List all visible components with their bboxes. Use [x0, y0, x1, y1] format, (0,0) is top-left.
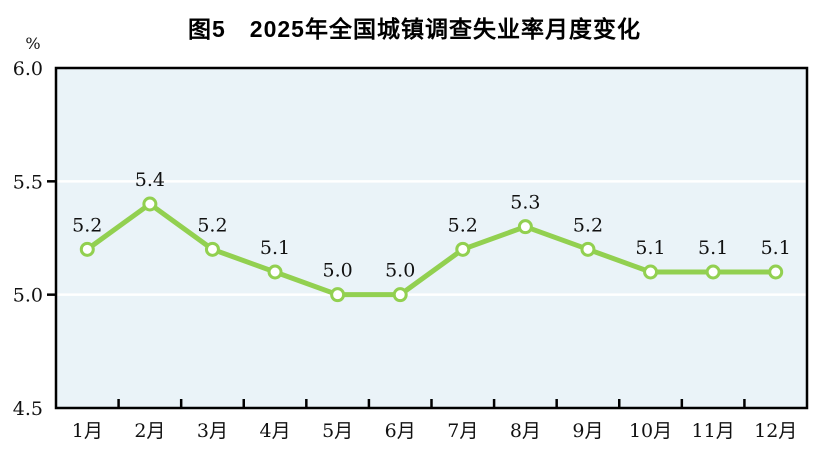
data-point-marker	[330, 287, 346, 303]
unemployment-rate-line	[84, 201, 779, 298]
x-tick-label: 7月	[447, 420, 478, 442]
x-tick-label: 8月	[510, 420, 541, 442]
data-point-label: 5.2	[197, 214, 227, 236]
data-point-marker	[580, 241, 596, 257]
plot-area	[56, 68, 807, 408]
y-axis-unit-label: %	[25, 34, 41, 53]
x-tick-label: 10月	[629, 420, 672, 442]
x-tick-label: 9月	[572, 420, 603, 442]
data-point-label: 5.0	[323, 260, 353, 282]
x-tick-label: 11月	[692, 420, 735, 442]
data-point-label: 5.3	[510, 192, 540, 214]
data-point-marker	[142, 196, 158, 212]
chart-title: 图5 2025年全国城镇调查失业率月度变化	[188, 16, 641, 42]
data-point-label: 5.2	[72, 214, 102, 236]
data-point-marker	[204, 241, 220, 257]
x-tick-label: 6月	[385, 420, 416, 442]
x-tick-label: 1月	[72, 420, 103, 442]
x-tick-label: 5月	[322, 420, 353, 442]
data-point-marker	[455, 241, 471, 257]
data-point-marker	[79, 241, 95, 257]
data-point-marker	[768, 264, 784, 280]
data-point-marker	[705, 264, 721, 280]
data-point-label: 5.0	[385, 260, 415, 282]
x-tick-label: 2月	[134, 420, 165, 442]
y-tick-label: 4.5	[13, 398, 43, 420]
y-tick-label: 6.0	[13, 58, 43, 80]
data-point-label: 5.1	[698, 237, 728, 259]
data-point-label: 5.1	[761, 237, 791, 259]
x-tick-label: 4月	[259, 420, 290, 442]
data-point-marker	[392, 287, 408, 303]
y-tick-label: 5.0	[13, 285, 43, 307]
data-point-marker	[267, 264, 283, 280]
data-point-marker	[517, 219, 533, 235]
data-point-label: 5.2	[573, 214, 603, 236]
data-point-label: 5.1	[635, 237, 665, 259]
data-point-label: 5.4	[135, 169, 165, 191]
data-point-label: 5.1	[260, 237, 290, 259]
data-point-label: 5.2	[448, 214, 478, 236]
x-tick-label: 12月	[754, 420, 797, 442]
x-tick-label: 3月	[197, 420, 228, 442]
y-tick-label: 5.5	[13, 171, 43, 193]
data-point-marker	[643, 264, 659, 280]
